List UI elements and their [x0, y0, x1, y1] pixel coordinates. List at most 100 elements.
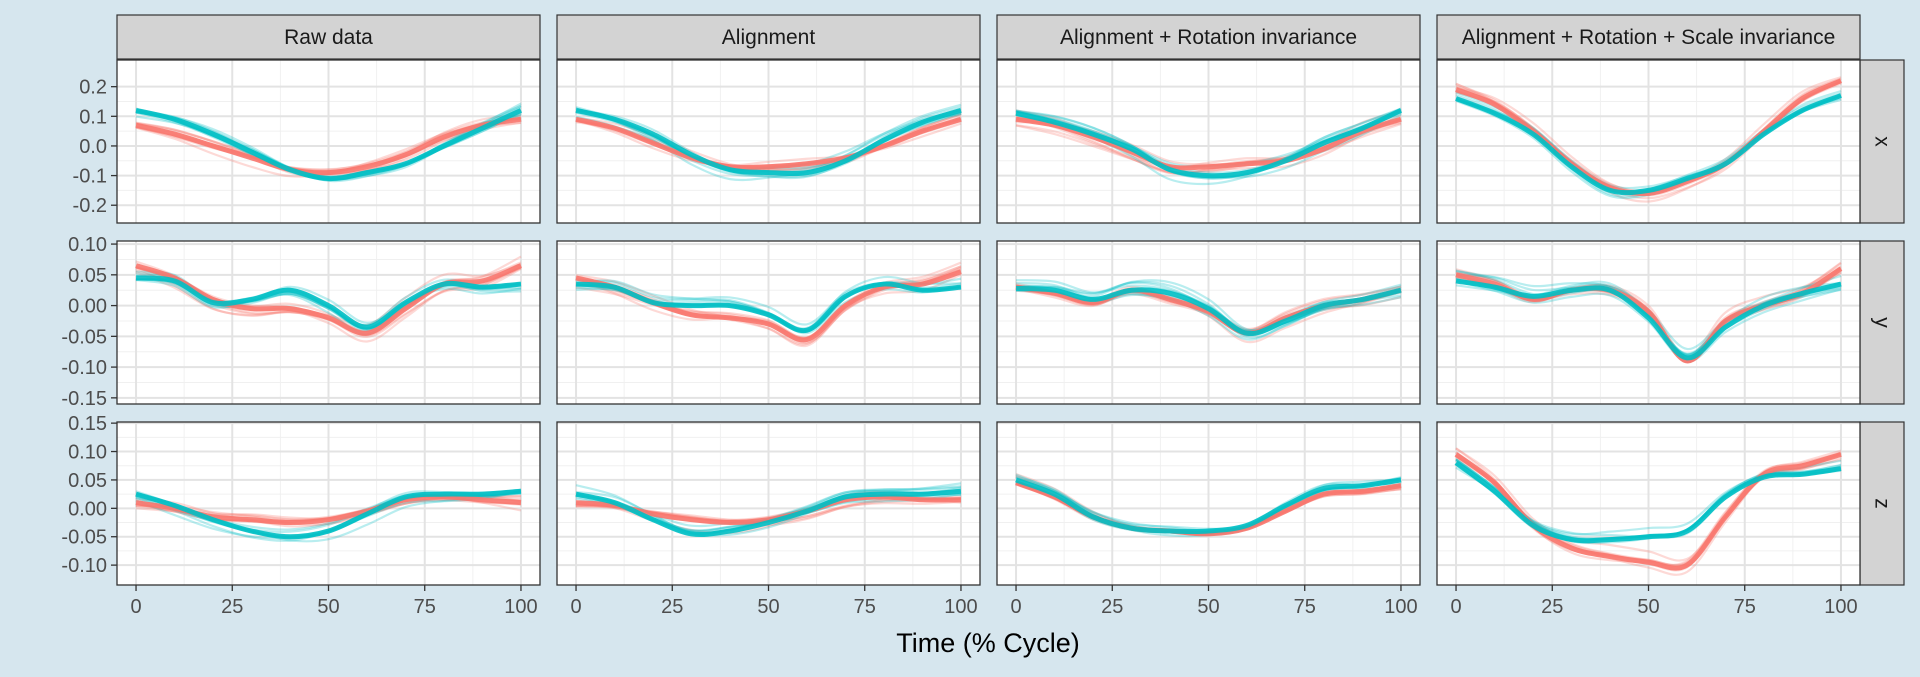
red-trace [575, 273, 962, 339]
y-tick-label: 0.10 [68, 442, 107, 464]
y-tick-label: 0.15 [68, 413, 107, 435]
red-trace [1015, 118, 1402, 174]
y-tick-label: -0.1 [73, 166, 107, 188]
x-tick-label: 0 [1450, 596, 1461, 618]
blue-mean-line [575, 488, 962, 538]
panel-border [1436, 59, 1861, 224]
facet-strip-column [556, 14, 981, 60]
facet-strip-row-label: z [1871, 498, 1894, 509]
blue-mean-line [1015, 108, 1403, 179]
x-tick-label: 0 [130, 596, 141, 618]
panel-border [996, 59, 1421, 224]
red-mean-line [1015, 116, 1402, 171]
x-tick-label: 50 [757, 596, 779, 618]
blue-mean-line [135, 488, 522, 540]
x-tick-label: 75 [1294, 596, 1316, 618]
blue-trace [575, 106, 962, 180]
facet-panel [116, 421, 541, 586]
facet-panel [1436, 421, 1861, 586]
x-tick-label: 100 [944, 596, 977, 618]
y-tick-label: -0.10 [61, 357, 107, 379]
blue-mean-line [135, 107, 523, 182]
red-trace [575, 119, 962, 167]
blue-mean-line [1454, 460, 1842, 544]
facet-strip-row-label: y [1871, 317, 1894, 328]
panel-border [116, 59, 541, 224]
facet-strip-column [1436, 14, 1861, 60]
y-tick-label: 0.1 [79, 106, 107, 128]
facet-strip-column [996, 14, 1421, 60]
facet-strip-column-label: Alignment + Rotation + Scale invariance [1462, 26, 1836, 49]
facet-strip-column-label: Alignment [722, 26, 816, 49]
y-tick-label: -0.05 [61, 527, 107, 549]
blue-trace [135, 278, 522, 324]
x-tick-label: 75 [1734, 596, 1756, 618]
facet-strip-column [116, 14, 541, 60]
blue-mean-line [575, 281, 962, 334]
red-mean-line [1455, 78, 1843, 197]
red-mean-line [575, 494, 961, 526]
red-mean-line [135, 116, 522, 176]
facet-strip-row [1859, 59, 1905, 224]
facet-panel [116, 59, 541, 224]
blue-mean-line [1015, 285, 1402, 337]
y-tick-label: -0.15 [61, 388, 107, 410]
red-trace [1015, 115, 1402, 169]
y-tick-label: -0.05 [61, 326, 107, 348]
panel-border [1436, 240, 1861, 405]
facet-strip-column-label: Raw data [284, 26, 373, 49]
blue-mean-line [1015, 477, 1402, 535]
red-mean-line [575, 116, 962, 170]
blue-trace [1455, 280, 1842, 363]
y-tick-label: 0.10 [68, 234, 107, 256]
x-tick-label: 75 [414, 596, 436, 618]
blue-mean-line [135, 275, 522, 330]
y-tick-label: 0.05 [68, 265, 107, 287]
x-axis-title: Time (% Cycle) [896, 628, 1080, 658]
y-tick-label: -0.2 [73, 195, 107, 217]
facet-strip-column-label: Alignment + Rotation invariance [1060, 26, 1357, 49]
x-tick-label: 100 [1384, 596, 1417, 618]
facet-panel [556, 59, 981, 224]
facet-panel [556, 240, 981, 405]
x-tick-label: 0 [570, 596, 581, 618]
blue-trace [135, 278, 522, 332]
facet-panel [996, 421, 1421, 586]
blue-trace [1015, 107, 1402, 180]
x-tick-label: 25 [221, 596, 243, 618]
facet-strip-row-label: x [1871, 136, 1894, 147]
y-tick-label: 0.00 [68, 498, 107, 520]
blue-mean-line [1455, 93, 1842, 196]
y-tick-label: 0.00 [68, 296, 107, 318]
facet-panel [996, 59, 1421, 224]
x-tick-label: 75 [854, 596, 876, 618]
x-tick-label: 50 [317, 596, 339, 618]
facet-panel [556, 421, 981, 586]
x-tick-label: 100 [504, 596, 537, 618]
panel-border [556, 59, 981, 224]
x-tick-label: 25 [1101, 596, 1123, 618]
blue-trace [575, 109, 962, 182]
x-tick-label: 25 [1541, 596, 1563, 618]
panel-border [116, 240, 541, 405]
x-tick-label: 50 [1637, 596, 1659, 618]
y-tick-label: 0.0 [79, 136, 107, 158]
y-tick-label: -0.10 [61, 555, 107, 577]
blue-mean-line [575, 107, 962, 177]
facet-panel [116, 240, 541, 405]
facet-strip-row [1859, 421, 1905, 586]
panel-border [556, 240, 981, 405]
y-tick-label: 0.05 [68, 470, 107, 492]
x-tick-label: 100 [1824, 596, 1857, 618]
facet-panel [1436, 240, 1861, 405]
red-trace [1455, 268, 1842, 359]
panel-border [996, 240, 1421, 405]
facet-panel [1436, 59, 1861, 224]
x-tick-label: 25 [661, 596, 683, 618]
blue-mean-line [1455, 278, 1842, 361]
x-tick-label: 0 [1010, 596, 1021, 618]
x-tick-label: 50 [1197, 596, 1219, 618]
facet-panel [996, 240, 1421, 405]
